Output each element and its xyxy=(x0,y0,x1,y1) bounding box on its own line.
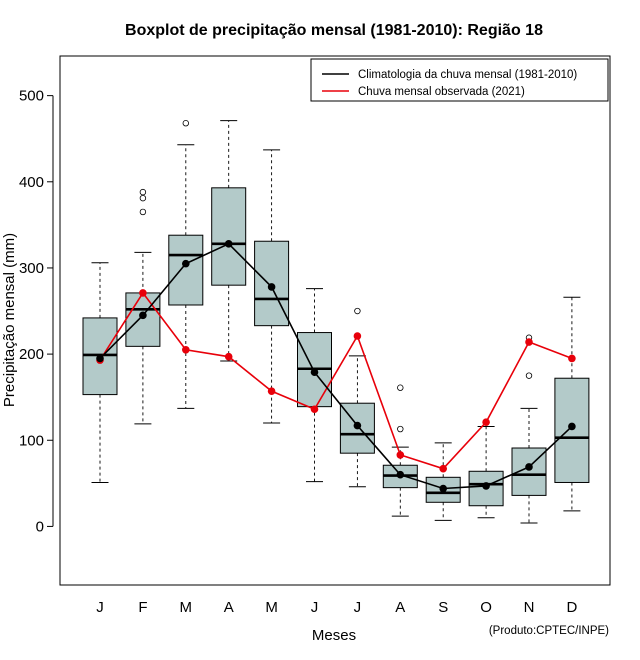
box-10 xyxy=(468,425,504,519)
x-tick-label: M xyxy=(265,599,278,616)
box-1 xyxy=(82,262,118,483)
series-point-observed xyxy=(267,387,276,395)
series-point-climatology xyxy=(182,259,190,268)
credit-text: (Produto:CPTEC/INPE) xyxy=(489,625,609,637)
x-tick-label: F xyxy=(138,599,147,616)
series-line-climatology xyxy=(99,242,573,490)
series-point-climatology xyxy=(568,422,576,431)
x-tick-label: D xyxy=(566,599,577,616)
series-point-observed xyxy=(396,451,405,459)
outlier-point xyxy=(397,384,404,391)
series-line-observed xyxy=(99,291,573,470)
series-point-climatology xyxy=(224,240,233,248)
series-point-observed xyxy=(224,352,233,361)
chart-title: Boxplot de precipitação mensal (1981-201… xyxy=(125,22,543,39)
series-lines xyxy=(96,240,576,493)
x-tick-label: S xyxy=(438,599,448,616)
series-point-climatology xyxy=(353,421,362,430)
box-6 xyxy=(297,288,332,483)
outlier-point xyxy=(354,307,361,315)
series-point-climatology xyxy=(439,484,448,493)
y-axis-label: Precipitação mensal (mm) xyxy=(1,233,18,407)
plot-frame xyxy=(59,55,611,586)
x-axis-label: Meses xyxy=(312,627,356,644)
y-tick-label: 400 xyxy=(19,174,44,191)
x-tick-label: N xyxy=(524,599,535,616)
box-12 xyxy=(554,296,590,512)
series-point-observed xyxy=(182,345,190,354)
iqr-box xyxy=(168,234,204,306)
box-2 xyxy=(125,188,161,425)
series-point-climatology xyxy=(396,470,405,479)
y-tick-label: 500 xyxy=(19,88,44,105)
boxes xyxy=(82,120,590,524)
y-axis: 0 100 200 300 400 500 xyxy=(19,88,54,535)
box-3 xyxy=(168,120,204,409)
series-point-climatology xyxy=(267,283,276,291)
box-8 xyxy=(382,384,418,517)
series-point-observed xyxy=(568,354,576,363)
iqr-box xyxy=(211,187,247,286)
box-4 xyxy=(211,120,247,362)
outlier-point xyxy=(397,425,404,433)
series-point-observed xyxy=(139,289,147,297)
series-point-observed xyxy=(439,464,448,473)
outlier-point xyxy=(139,194,147,202)
x-tick-label: J xyxy=(354,599,362,616)
x-tick-label: O xyxy=(480,599,492,616)
y-tick-label: 200 xyxy=(19,346,44,363)
series-point-climatology xyxy=(139,311,147,320)
legend-label-climatology: Climatologia da chuva mensal (1981-2010) xyxy=(358,69,577,81)
legend: Climatologia da chuva mensal (1981-2010)… xyxy=(310,58,609,102)
series-point-climatology xyxy=(310,368,319,376)
series-point-observed xyxy=(353,332,362,340)
box-9 xyxy=(425,442,461,521)
y-tick-label: 0 xyxy=(36,518,44,535)
x-tick-label: J xyxy=(311,599,319,616)
series-point-climatology xyxy=(482,482,490,490)
outlier-point xyxy=(139,208,147,216)
outlier-point xyxy=(182,120,189,127)
x-tick-label: J xyxy=(96,599,104,616)
series-point-climatology xyxy=(525,463,533,471)
outlier-point xyxy=(525,372,533,379)
iqr-box xyxy=(554,377,590,483)
y-tick-label: 100 xyxy=(19,432,44,449)
legend-label-observed: Chuva mensal observada (2021) xyxy=(358,86,525,98)
y-tick-label: 300 xyxy=(19,260,44,277)
series-point-observed xyxy=(525,338,533,346)
x-tick-label: A xyxy=(224,599,234,616)
series-point-observed xyxy=(482,418,490,426)
outlier-point xyxy=(139,188,147,196)
x-tick-label: A xyxy=(395,599,405,616)
series-point-observed xyxy=(310,405,319,414)
legend-box xyxy=(310,58,609,102)
series-point-climatology xyxy=(96,354,104,363)
x-tick-label: M xyxy=(180,599,193,616)
